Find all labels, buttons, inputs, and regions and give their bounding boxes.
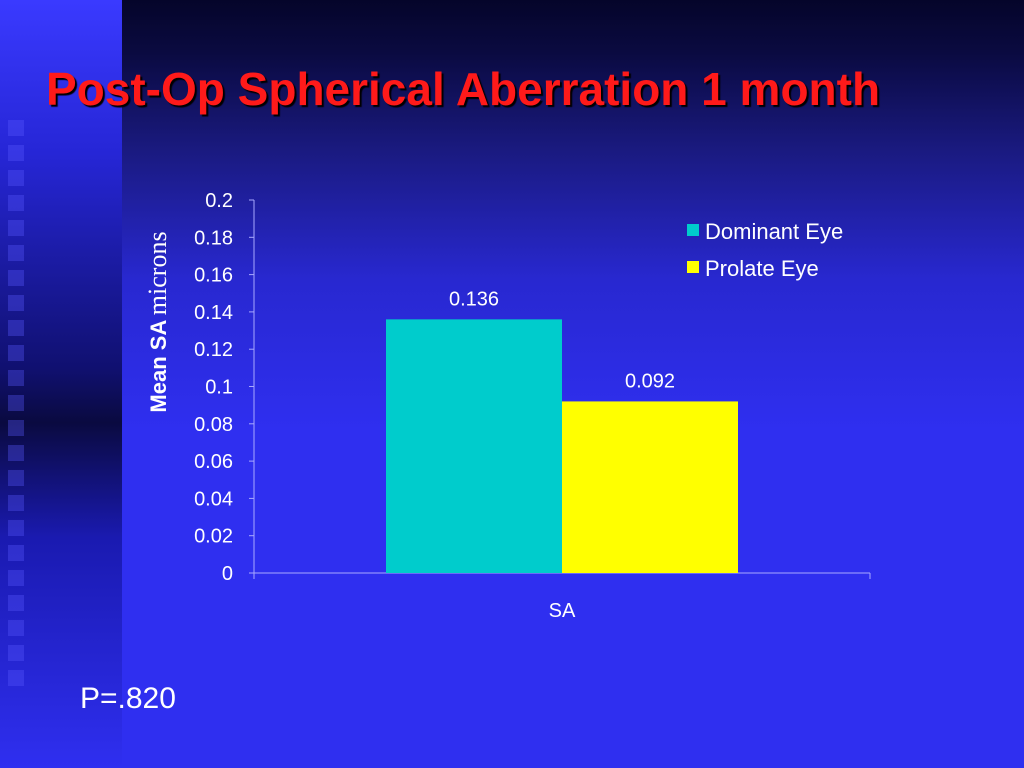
data-label: 0.092 xyxy=(625,370,675,392)
bar-prolate-eye xyxy=(562,401,738,573)
y-tick-label: 0.16 xyxy=(194,265,233,287)
top-decorative-band xyxy=(122,0,1024,430)
y-tick-label: 0.08 xyxy=(194,414,233,436)
decorative-squares xyxy=(8,120,28,690)
slide-title: Post-Op Spherical Aberration 1 month xyxy=(46,63,881,115)
y-tick-label: 0.2 xyxy=(205,190,233,212)
legend-swatch xyxy=(687,224,699,236)
bar-dominant-eye xyxy=(386,319,562,573)
y-tick-label: 0 xyxy=(222,563,233,585)
y-tick-label: 0.12 xyxy=(194,339,233,361)
y-tick-label: 0.06 xyxy=(194,451,233,473)
data-label: 0.136 xyxy=(449,288,499,310)
legend-entry: Dominant Eye xyxy=(705,219,843,244)
y-tick-label: 0.14 xyxy=(194,302,233,324)
y-tick-label: 0.04 xyxy=(194,488,233,510)
left-decorative-band xyxy=(0,0,122,768)
y-tick-label: 0.18 xyxy=(194,227,233,249)
y-tick-label: 0.02 xyxy=(194,526,233,548)
y-tick-label: 0.1 xyxy=(205,377,233,399)
x-tick-label: SA xyxy=(549,600,576,622)
p-value-text: P=.820 xyxy=(80,682,176,715)
legend-swatch xyxy=(687,261,699,273)
legend-entry: Prolate Eye xyxy=(705,256,819,281)
